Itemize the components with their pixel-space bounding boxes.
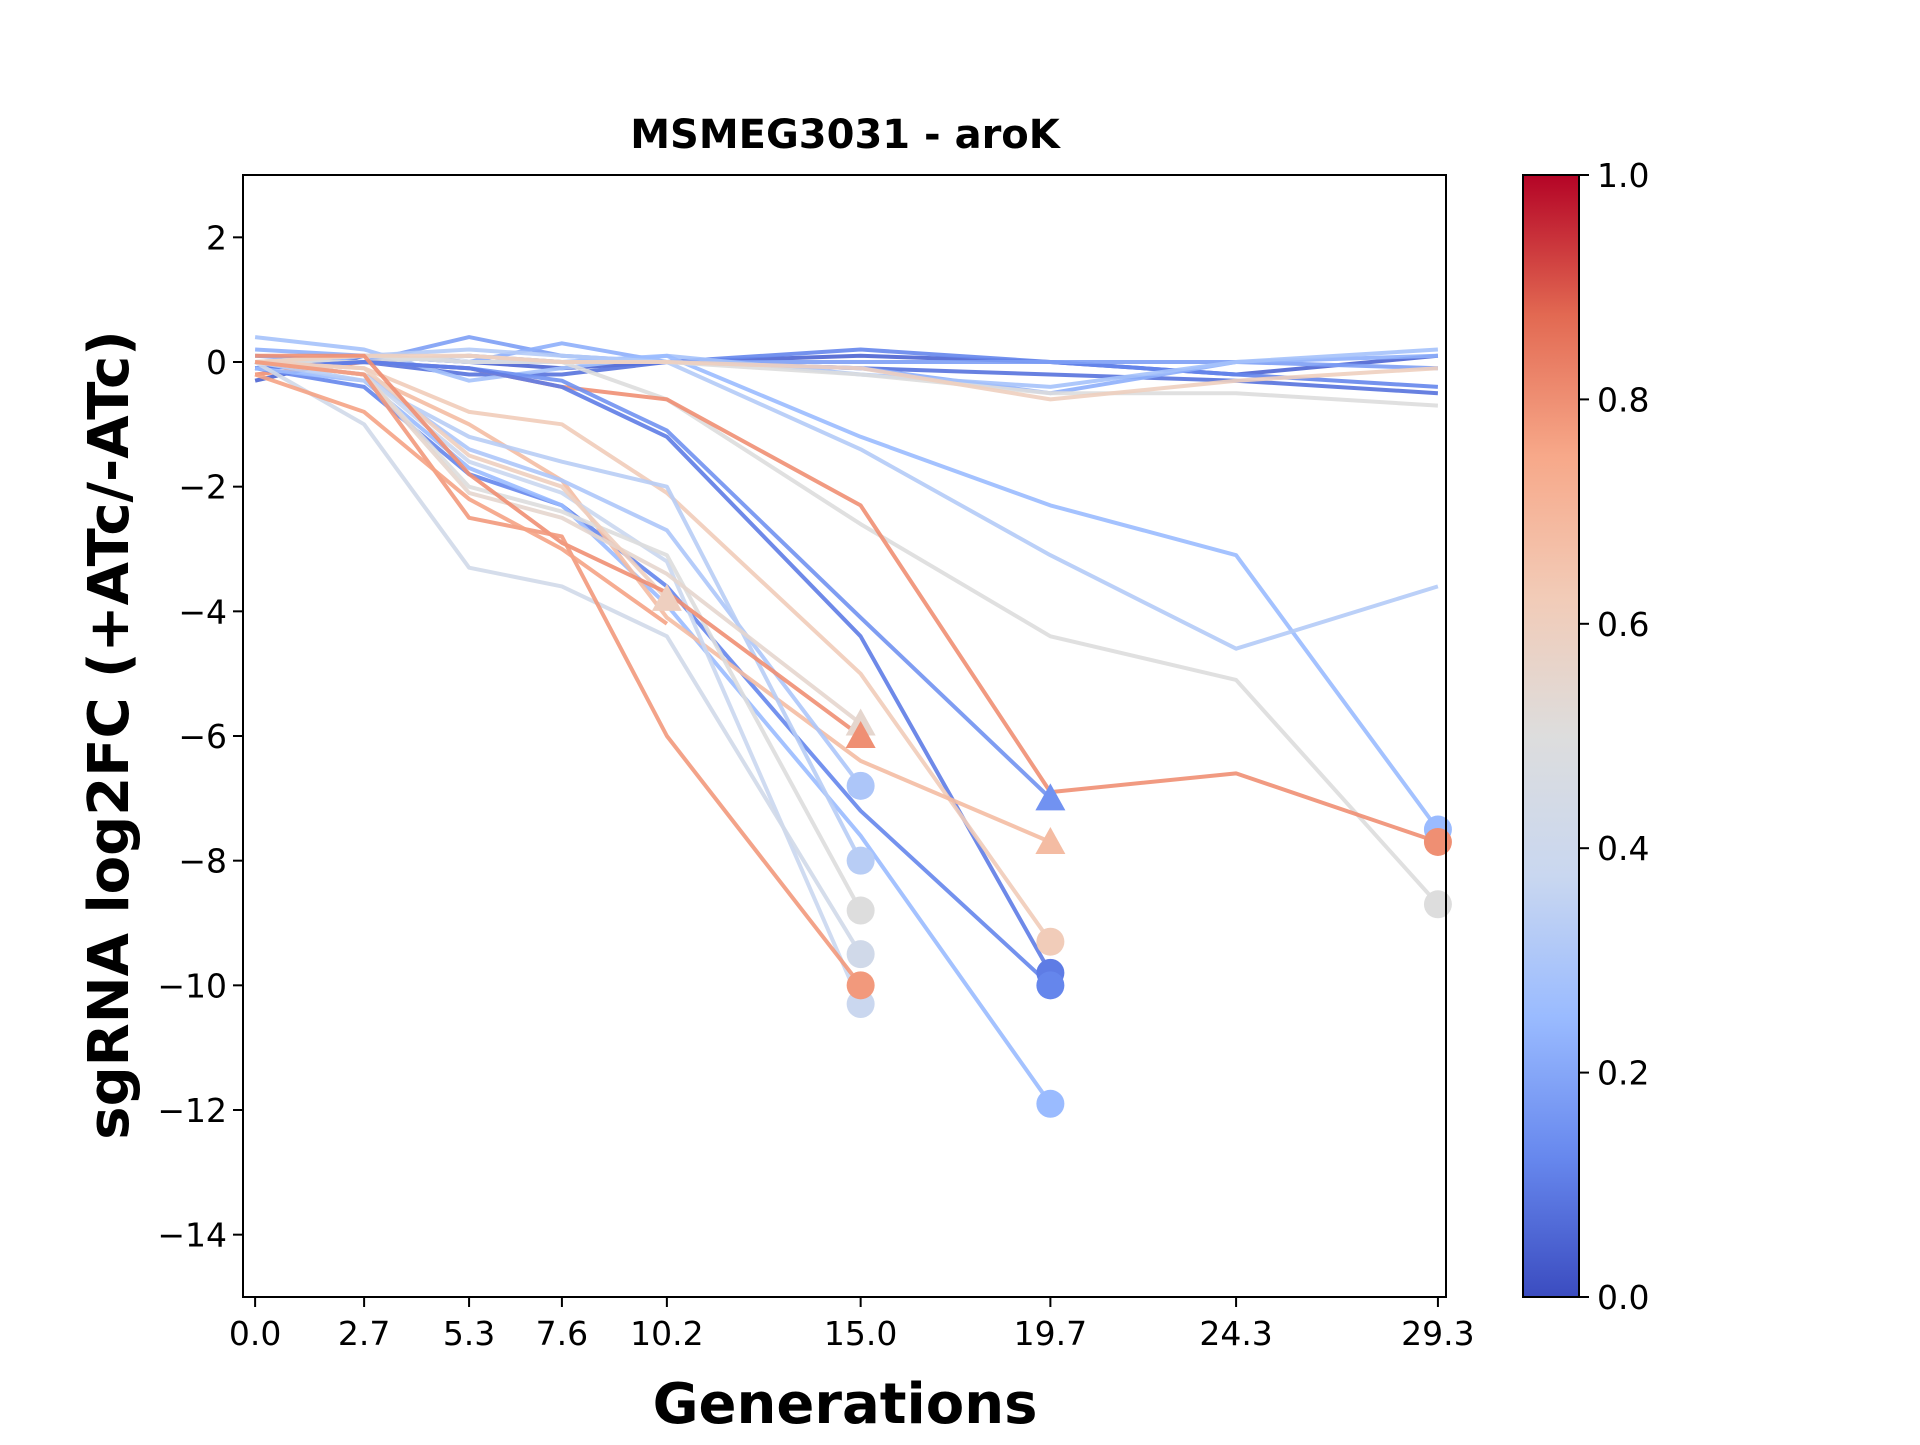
x-axis-label: Generations — [653, 1372, 1038, 1437]
series-line-24 — [254, 360, 669, 601]
series-end-marker-8 — [1423, 890, 1452, 919]
series-line-16 — [254, 360, 1053, 943]
series-end-marker-21 — [846, 940, 875, 969]
y-tick-label: 0 — [206, 343, 227, 382]
colorbar — [1522, 174, 1580, 1298]
series-end-marker-17 — [1035, 826, 1066, 854]
x-tick-label: 24.3 — [1199, 1314, 1272, 1353]
y-tick-label: −14 — [157, 1216, 227, 1255]
colorbar-tick-label: 1.0 — [1597, 156, 1649, 195]
x-tick-label: 10.2 — [630, 1314, 703, 1353]
series-end-marker-14 — [1036, 971, 1065, 1000]
series-end-marker-22 — [846, 896, 875, 925]
y-tick-label: −12 — [157, 1091, 227, 1130]
x-tick-label: 29.3 — [1401, 1314, 1474, 1353]
series-line-27 — [254, 372, 669, 626]
plot-frame — [242, 174, 1447, 1298]
y-tick-label: −2 — [178, 468, 227, 507]
series-line-13 — [254, 360, 1053, 974]
colorbar-tick-label: 0.8 — [1597, 380, 1649, 419]
series-end-marker-16 — [1036, 927, 1065, 956]
series-end-marker-25 — [845, 721, 876, 748]
series-end-marker-12 — [1035, 783, 1066, 811]
y-tick-label: −8 — [178, 842, 227, 881]
x-tick-label: 2.7 — [338, 1314, 390, 1353]
series-end-marker-11 — [1423, 827, 1452, 856]
y-tick-label: 2 — [206, 218, 227, 257]
series-end-marker-18 — [846, 771, 875, 800]
series-layer — [254, 335, 1440, 1105]
series-line-15 — [254, 366, 1053, 1105]
series-line-22 — [254, 360, 863, 912]
y-axis-label: sgRNA log2FC (+ATc/-ATc) — [77, 330, 142, 1140]
y-tick-label: −10 — [157, 966, 227, 1005]
series-end-marker-15 — [1036, 1089, 1065, 1118]
x-tick-label: 19.7 — [1014, 1314, 1087, 1353]
series-line-25 — [255, 353, 862, 738]
series-line-19 — [254, 360, 863, 862]
x-axis: 0.0 2.7 5.3 7.6 10.2 15.0 19.7 24.3 29.3 — [229, 1297, 1475, 1353]
marker-layer — [651, 583, 1452, 1118]
y-tick-label: −4 — [178, 592, 227, 631]
colorbar-tick-label: 0.4 — [1597, 829, 1649, 868]
chart-title: MSMEG3031 - aroK — [630, 112, 1062, 158]
series-end-marker-24 — [651, 583, 682, 611]
series-line-26 — [254, 360, 863, 987]
series-line-10 — [254, 353, 1439, 402]
series-line-12 — [254, 360, 1052, 800]
x-tick-label: 7.6 — [536, 1314, 588, 1353]
colorbar-tick-label: 0.2 — [1597, 1054, 1649, 1093]
series-end-marker-19 — [846, 846, 875, 875]
x-tick-label: 0.0 — [229, 1314, 281, 1353]
x-tick-label: 5.3 — [443, 1314, 495, 1353]
colorbar-tick-label: 0.0 — [1597, 1278, 1649, 1317]
y-axis: 2 0 −2 −4 −6 −8 −10 −12 −14 — [157, 218, 243, 1255]
colorbar-tick-label: 0.6 — [1597, 605, 1649, 644]
y-tick-label: −6 — [178, 717, 227, 756]
series-end-marker-26 — [846, 971, 875, 1000]
colorbar-axis: 0.0 0.2 0.4 0.6 0.8 1.0 — [1579, 156, 1649, 1317]
x-tick-label: 15.0 — [824, 1314, 897, 1353]
series-line-21 — [254, 360, 863, 956]
